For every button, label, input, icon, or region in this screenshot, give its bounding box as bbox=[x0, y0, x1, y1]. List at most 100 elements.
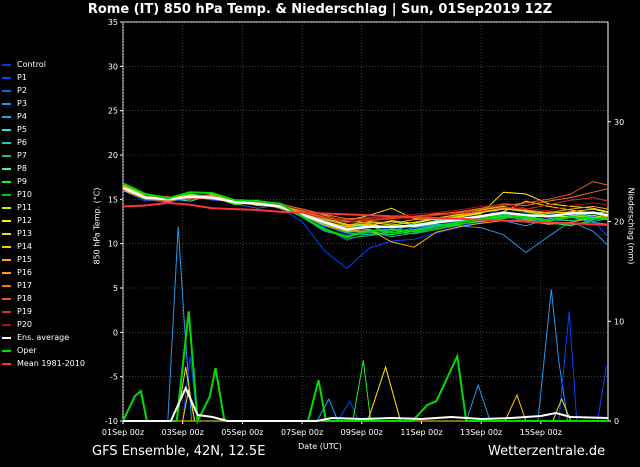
legend-swatch bbox=[2, 323, 11, 326]
legend-item: P19 bbox=[2, 305, 85, 318]
y-tick-label-left: 35 bbox=[108, 18, 118, 27]
y-tick-label-left: 0 bbox=[113, 328, 118, 337]
legend-label: P11 bbox=[17, 203, 33, 212]
temp-line-oper bbox=[122, 182, 609, 238]
legend-swatch bbox=[2, 297, 11, 300]
legend-item: Mean 1981-2010 bbox=[2, 357, 85, 370]
legend-label: P9 bbox=[17, 177, 27, 186]
legend-swatch bbox=[2, 141, 11, 144]
legend-swatch bbox=[2, 310, 11, 313]
x-tick-label: 05Sep 00z bbox=[221, 428, 263, 437]
legend-label: P19 bbox=[17, 307, 33, 316]
y-tick-label-left: 15 bbox=[108, 195, 118, 204]
legend-item: P3 bbox=[2, 97, 85, 110]
legend-item: P8 bbox=[2, 162, 85, 175]
legend-swatch bbox=[2, 102, 11, 105]
legend-item: P14 bbox=[2, 240, 85, 253]
y-tick-label-left: 30 bbox=[108, 62, 118, 71]
legend-label: P7 bbox=[17, 151, 27, 160]
legend-label: P4 bbox=[17, 112, 27, 121]
chart-title: Rome (IT) 850 hPa Temp. & Niederschlag |… bbox=[87, 2, 553, 17]
legend-label: P13 bbox=[17, 229, 33, 238]
legend-item: P20 bbox=[2, 318, 85, 331]
legend-item: P6 bbox=[2, 136, 85, 149]
y-axis-label-right: Niederschlag (mm) bbox=[626, 187, 636, 265]
x-tick-label: 15Sep 00z bbox=[520, 428, 562, 437]
legend-item: Control bbox=[2, 58, 85, 71]
x-axis-label: Date (UTC) bbox=[298, 442, 342, 451]
legend-swatch bbox=[2, 180, 11, 183]
legend-swatch bbox=[2, 258, 11, 261]
legend-swatch bbox=[2, 63, 11, 66]
legend-swatch bbox=[2, 89, 11, 92]
legend-label: P15 bbox=[17, 255, 33, 264]
legend-label: Control bbox=[17, 60, 46, 69]
legend-label: P18 bbox=[17, 294, 33, 303]
y-tick-label-left: 20 bbox=[108, 151, 118, 160]
legend-item: Ens. average bbox=[2, 331, 85, 344]
legend-item: P12 bbox=[2, 214, 85, 227]
precip-line-ens-average bbox=[123, 385, 609, 422]
legend-label: P1 bbox=[17, 73, 27, 82]
y-tick-label-left: -10 bbox=[105, 417, 118, 426]
legend-item: P18 bbox=[2, 292, 85, 305]
legend-label: P2 bbox=[17, 86, 27, 95]
legend-label: Mean 1981-2010 bbox=[17, 359, 85, 368]
legend-item: P15 bbox=[2, 253, 85, 266]
temp-line-p1 bbox=[122, 188, 609, 269]
temp-line-p16 bbox=[122, 187, 609, 226]
y-tick-label-left: 5 bbox=[113, 284, 118, 293]
y-tick-label-right: 30 bbox=[614, 118, 624, 127]
legend-item: P9 bbox=[2, 175, 85, 188]
legend-swatch bbox=[2, 284, 11, 287]
temp-line-ens-average bbox=[122, 186, 609, 231]
legend-swatch bbox=[2, 245, 11, 248]
legend-swatch bbox=[2, 76, 11, 79]
legend-swatch bbox=[2, 336, 11, 339]
temp-line-p17 bbox=[122, 185, 609, 220]
legend-swatch bbox=[2, 154, 11, 157]
legend-swatch bbox=[2, 193, 11, 196]
legend-label: Ens. average bbox=[17, 333, 70, 342]
x-tick-label: 07Sep 00z bbox=[281, 428, 323, 437]
legend-item: Oper bbox=[2, 344, 85, 357]
legend-swatch bbox=[2, 115, 11, 118]
legend-item: P2 bbox=[2, 84, 85, 97]
x-tick-label: 01Sep 00z bbox=[102, 428, 144, 437]
y-tick-label-right: 0 bbox=[614, 417, 619, 426]
legend-label: P5 bbox=[17, 125, 27, 134]
legend-label: P6 bbox=[17, 138, 27, 147]
footer-source: Wetterzentrale.de bbox=[488, 444, 606, 459]
legend-label: P20 bbox=[17, 320, 33, 329]
legend-swatch bbox=[2, 362, 11, 365]
legend-swatch bbox=[2, 128, 11, 131]
legend-label: P10 bbox=[17, 190, 33, 199]
legend-label: P8 bbox=[17, 164, 27, 173]
legend-label: P16 bbox=[17, 268, 33, 277]
legend-swatch bbox=[2, 232, 11, 235]
legend-swatch bbox=[2, 206, 11, 209]
legend-item: P17 bbox=[2, 279, 85, 292]
legend-item: P5 bbox=[2, 123, 85, 136]
legend-item: P4 bbox=[2, 110, 85, 123]
legend-label: P14 bbox=[17, 242, 33, 251]
y-tick-label-left: 10 bbox=[108, 240, 118, 249]
temp-line-mean-1981-2010 bbox=[122, 201, 609, 226]
x-tick-label: 03Sep 00z bbox=[162, 428, 204, 437]
y-tick-label-right: 20 bbox=[614, 218, 624, 227]
legend-item: P16 bbox=[2, 266, 85, 279]
y-axis-label-left: 850 hPa Temp. (°C) bbox=[92, 187, 102, 265]
y-tick-label-left: 25 bbox=[108, 107, 118, 116]
footer-model-info: GFS Ensemble, 42N, 12.5E bbox=[92, 444, 266, 459]
legend-item: P1 bbox=[2, 71, 85, 84]
legend-item: P7 bbox=[2, 149, 85, 162]
legend-label: P17 bbox=[17, 281, 33, 290]
legend-label: P3 bbox=[17, 99, 27, 108]
legend-item: P13 bbox=[2, 227, 85, 240]
legend-item: P10 bbox=[2, 188, 85, 201]
y-tick-label-right: 10 bbox=[614, 317, 624, 326]
legend-swatch bbox=[2, 219, 11, 222]
legend-swatch bbox=[2, 167, 11, 170]
y-tick-label-left: -5 bbox=[110, 373, 118, 382]
